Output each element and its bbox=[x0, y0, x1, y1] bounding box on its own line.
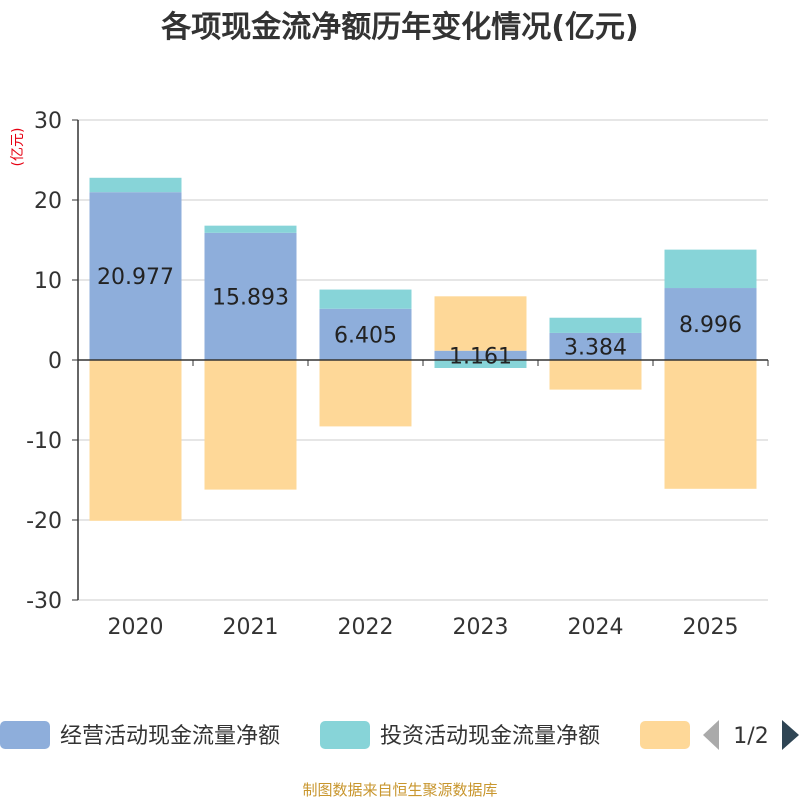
bar-2024-series-1 bbox=[549, 317, 642, 333]
bar-2023-series-2 bbox=[434, 296, 527, 351]
y-tick-label: -20 bbox=[26, 509, 62, 534]
bar-2023-series-1 bbox=[434, 360, 527, 368]
x-tick-label: 2021 bbox=[223, 615, 279, 640]
bar-2020-series-1 bbox=[89, 177, 182, 193]
legend-swatch[interactable] bbox=[320, 721, 370, 749]
y-tick-label: 30 bbox=[34, 109, 62, 134]
legend-label[interactable]: 经营活动现金流量净额 bbox=[60, 724, 280, 749]
bar-2025-series-1 bbox=[664, 249, 757, 289]
data-label-2025: 8.996 bbox=[679, 313, 742, 338]
x-tick-label: 2023 bbox=[453, 615, 509, 640]
data-label-2021: 15.893 bbox=[212, 285, 289, 310]
bar-2022-series-2 bbox=[319, 360, 412, 427]
data-label-2020: 20.977 bbox=[97, 265, 174, 290]
bar-2022-series-1 bbox=[319, 289, 412, 309]
bar-2020-series-2 bbox=[89, 360, 182, 521]
bars bbox=[89, 177, 757, 521]
bar-2023-series-0 bbox=[434, 350, 527, 360]
x-tick-label: 2022 bbox=[338, 615, 394, 640]
data-label-2024: 3.384 bbox=[564, 335, 627, 360]
bar-2024-series-2 bbox=[549, 360, 642, 390]
bar-2021-series-0 bbox=[204, 232, 297, 360]
legend-label[interactable]: 投资活动现金流量净额 bbox=[380, 724, 600, 749]
legend-prev-icon[interactable] bbox=[703, 720, 719, 750]
legend-swatch[interactable] bbox=[0, 721, 50, 749]
x-tick-label: 2024 bbox=[568, 615, 624, 640]
tick-labels: 30 20 10 0 -10 -20 -30 2020 2021 2022 2023 2024 2025 bbox=[26, 109, 738, 640]
y-tick-label: 0 bbox=[48, 349, 62, 374]
bar-2022-series-0 bbox=[319, 308, 412, 360]
y-tick-label: 10 bbox=[34, 269, 62, 294]
y-tick-label: 20 bbox=[34, 189, 62, 214]
bar-2024-series-0 bbox=[549, 332, 642, 360]
x-tick-label: 2020 bbox=[108, 615, 164, 640]
bar-2021-series-1 bbox=[204, 225, 297, 233]
data-source: 制图数据来自恒生聚源数据库 bbox=[302, 781, 497, 799]
legend: 经营活动现金流量净额 投资活动现金流量净额 1/2 bbox=[0, 720, 799, 750]
data-label-2022: 6.405 bbox=[334, 323, 397, 348]
chart-title: 各项现金流净额历年变化情况(亿元) bbox=[160, 10, 638, 45]
bar-2020-series-0 bbox=[89, 192, 182, 360]
legend-page-indicator: 1/2 bbox=[733, 724, 768, 749]
legend-next-icon[interactable] bbox=[782, 720, 799, 750]
data-label-2023: 1.161 bbox=[449, 344, 512, 369]
y-tick-label: -30 bbox=[26, 589, 62, 614]
legend-swatch[interactable] bbox=[640, 721, 690, 749]
bar-2021-series-2 bbox=[204, 360, 297, 490]
x-tick-label: 2025 bbox=[683, 615, 739, 640]
bar-2025-series-2 bbox=[664, 360, 757, 489]
y-axis-unit: (亿元) bbox=[10, 128, 26, 167]
axes bbox=[77, 120, 769, 600]
bar-2025-series-0 bbox=[664, 288, 757, 360]
data-labels: 20.977 15.893 6.405 1.161 3.384 8.996 bbox=[97, 265, 742, 369]
y-tick-label: -10 bbox=[26, 429, 62, 454]
